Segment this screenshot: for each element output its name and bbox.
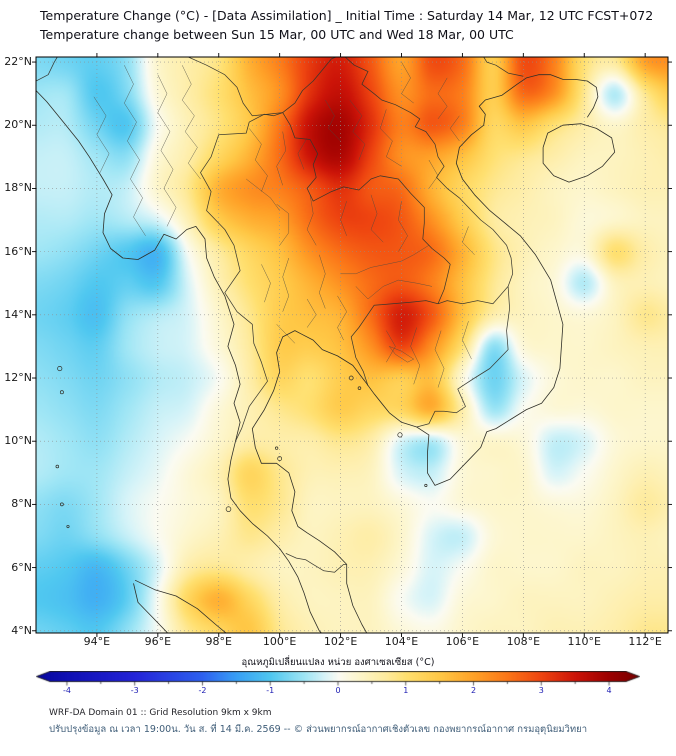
map-plot: 4°N 6°N 8°N 10°N 12°N 14°N 16°N 18°N 20°N 22°N 94… (4, 53, 672, 648)
y-tick-label: 16°N (4, 244, 32, 258)
y-tick-label: 8°N (11, 497, 32, 511)
x-tick-label: 94°E (83, 635, 111, 648)
chart-subtitle: Temperature change between Sun 15 Mar, 0… (40, 27, 514, 42)
chart-title: Temperature Change (°C) - [Data Assimila… (40, 8, 654, 23)
x-tick-label: 100°E (262, 635, 297, 648)
model-info: WRF-DA Domain 01 :: Grid Resolution 9km … (49, 708, 272, 718)
y-tick-label: 20°N (4, 118, 32, 132)
y-tick-label: 10°N (4, 434, 32, 448)
y-tick-label: 14°N (4, 307, 32, 321)
y-tick-label: 12°N (4, 371, 32, 385)
x-tick-label: 110°E (567, 635, 601, 648)
temperature-heatmap-canvas (36, 57, 668, 633)
colorbar-gradient (36, 671, 640, 691)
colorbar-tick-label: -2 (198, 686, 207, 695)
agency-info: ปรับปรุงข้อมูล ณ เวลา 19:00น. วัน ส. ที่… (49, 724, 588, 735)
x-axis: 94°E 96°E 98°E 100°E 102°E 104°E 106°E 108°E 110… (36, 635, 668, 651)
x-tick-label: 106°E (445, 635, 480, 648)
x-tick-label: 96°E (144, 635, 172, 648)
y-tick-label: 6°N (11, 560, 32, 574)
colorbar-tick-label: -3 (130, 686, 139, 695)
x-tick-label: 102°E (323, 635, 358, 648)
y-tick-label: 4°N (11, 623, 32, 637)
colorbar-tick-label: -1 (266, 686, 275, 695)
colorbar-tick-label: 2 (470, 686, 477, 695)
y-tick-label: 22°N (4, 55, 32, 69)
colorbar-tick-label: 3 (538, 686, 544, 695)
colorbar-tick-label: 4 (606, 686, 612, 695)
x-tick-label: 112°E (628, 635, 662, 648)
colorbar-tick-label: -4 (62, 686, 71, 695)
x-tick-label: 108°E (506, 635, 541, 648)
y-tick-label: 18°N (4, 181, 32, 195)
colorbar-title: อุณหภูมิเปลี่ยนแปลง หน่วย องศาเซลเซียส (… (241, 657, 435, 668)
x-tick-label: 98°E (205, 635, 232, 648)
y-axis: 4°N 6°N 8°N 10°N 12°N 14°N 16°N 18°N 20°N 22°N (0, 55, 32, 637)
colorbar-tick-label: 1 (403, 686, 409, 695)
colorbar: -4 -3 -2 -1 0 1 2 3 4 (36, 671, 640, 703)
colorbar-tick-label: 0 (335, 686, 341, 695)
x-tick-label: 104°E (384, 635, 419, 648)
